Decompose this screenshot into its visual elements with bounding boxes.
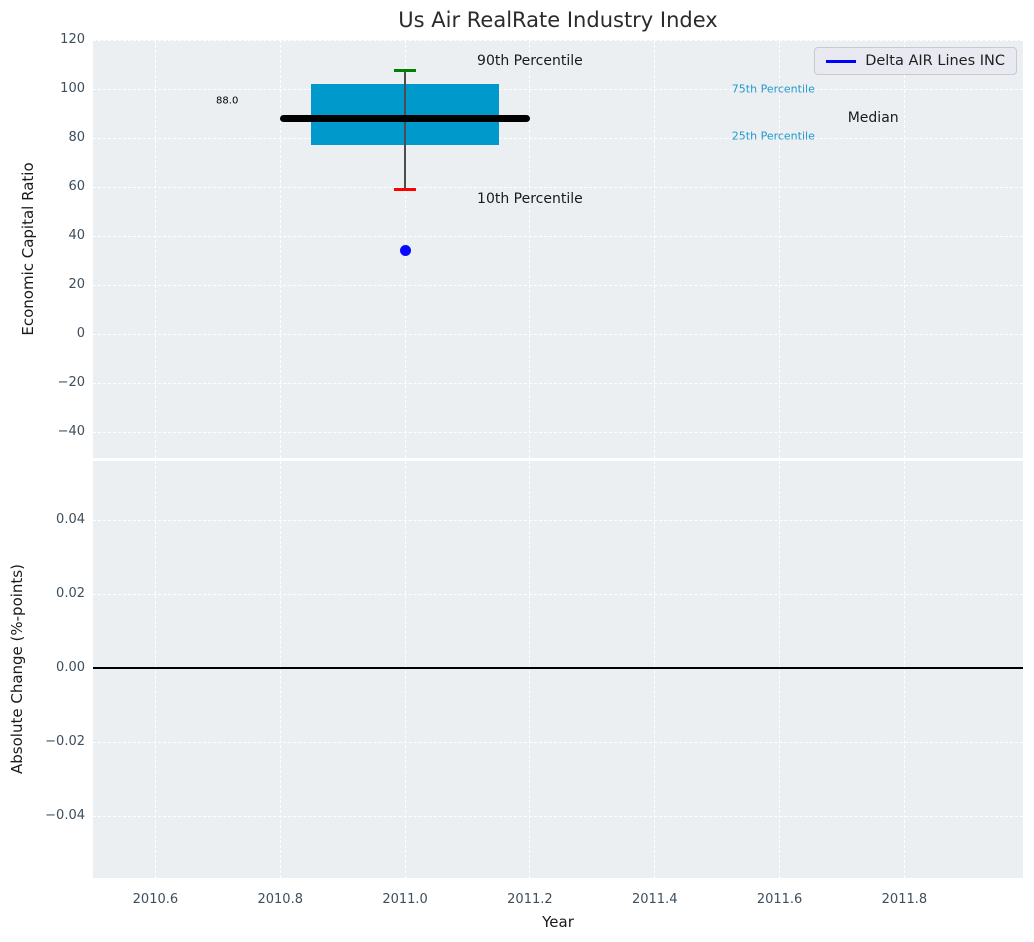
annotation: 25th Percentile: [731, 129, 815, 143]
y-gridline: [93, 137, 1023, 139]
x-gridline: [779, 40, 781, 458]
x-tick-label: 2011.6: [756, 892, 803, 907]
annotation: 90th Percentile: [477, 52, 583, 69]
bottom-subplot: [93, 461, 1023, 878]
y-gridline: [93, 284, 1023, 286]
y-gridline: [93, 186, 1023, 188]
x-gridline: [529, 40, 531, 458]
annotation: 10th Percentile: [477, 191, 583, 208]
top-subplot: Delta AIR Lines INC 88.0 90th Percentile 1…: [93, 39, 1023, 458]
whisker-cap-low: [394, 187, 417, 191]
x-tick-label: 2011.0: [382, 892, 428, 907]
y-gridline: [93, 235, 1023, 237]
annotation: 88.0: [216, 95, 239, 107]
y-tick-label: −40: [57, 424, 85, 440]
x-gridline: [154, 461, 156, 878]
x-gridline: [654, 461, 656, 878]
x-gridline: [279, 40, 281, 458]
y-tick-label: 0.00: [56, 660, 85, 676]
x-tick-label: 2011.8: [881, 892, 928, 907]
y-tick-label: 120: [60, 32, 85, 47]
x-gridline: [903, 461, 905, 878]
chart-title: Us Air RealRate Industry Index: [398, 8, 718, 32]
y-tick-label: 0: [76, 326, 85, 342]
data-point: [399, 245, 411, 257]
x-tick-label: 2010.8: [257, 892, 303, 907]
x-gridline: [654, 40, 656, 458]
y-gridline: [93, 431, 1023, 433]
y-gridline: [93, 593, 1023, 595]
legend: Delta AIR Lines INC: [814, 47, 1017, 75]
y-gridline: [93, 88, 1023, 90]
y-tick-label: 60: [68, 179, 85, 194]
y-gridline: [93, 519, 1023, 521]
y-tick-label: 20: [68, 277, 85, 293]
x-tick-label: 2011.4: [631, 892, 678, 907]
x-gridline: [903, 40, 905, 458]
y-gridline: [93, 815, 1023, 817]
annotation: Median: [847, 110, 899, 127]
y-tick-label: −0.04: [45, 808, 85, 824]
y-tick-label: 100: [60, 81, 85, 96]
y-gridline: [93, 333, 1023, 335]
y-tick-label: 40: [68, 228, 85, 243]
annotation: 75th Percentile: [731, 82, 815, 96]
x-tick-label: 2010.6: [132, 892, 179, 907]
y-tick-label: −20: [57, 375, 85, 391]
y-gridline: [93, 39, 1023, 41]
legend-line-icon: [826, 59, 857, 63]
y-gridline: [93, 382, 1023, 384]
y-gridline: [93, 741, 1023, 743]
x-gridline: [404, 461, 406, 878]
y-tick-label: −0.02: [45, 734, 85, 750]
boxplot-whisker: [404, 70, 406, 190]
y-tick-label: 0.02: [56, 586, 85, 602]
zero-line: [93, 667, 1023, 670]
y-tick-label: 80: [68, 130, 85, 145]
legend-label: Delta AIR Lines INC: [865, 53, 1005, 69]
x-gridline: [779, 461, 781, 878]
x-gridline: [279, 461, 281, 878]
x-gridline: [154, 40, 156, 458]
x-axis-label: Year: [542, 913, 574, 931]
y-tick-label: 0.04: [56, 512, 85, 528]
x-gridline: [529, 461, 531, 878]
x-tick-label: 2011.2: [507, 892, 553, 907]
whisker-cap-high: [394, 69, 417, 73]
boxplot-median-line: [280, 114, 530, 122]
